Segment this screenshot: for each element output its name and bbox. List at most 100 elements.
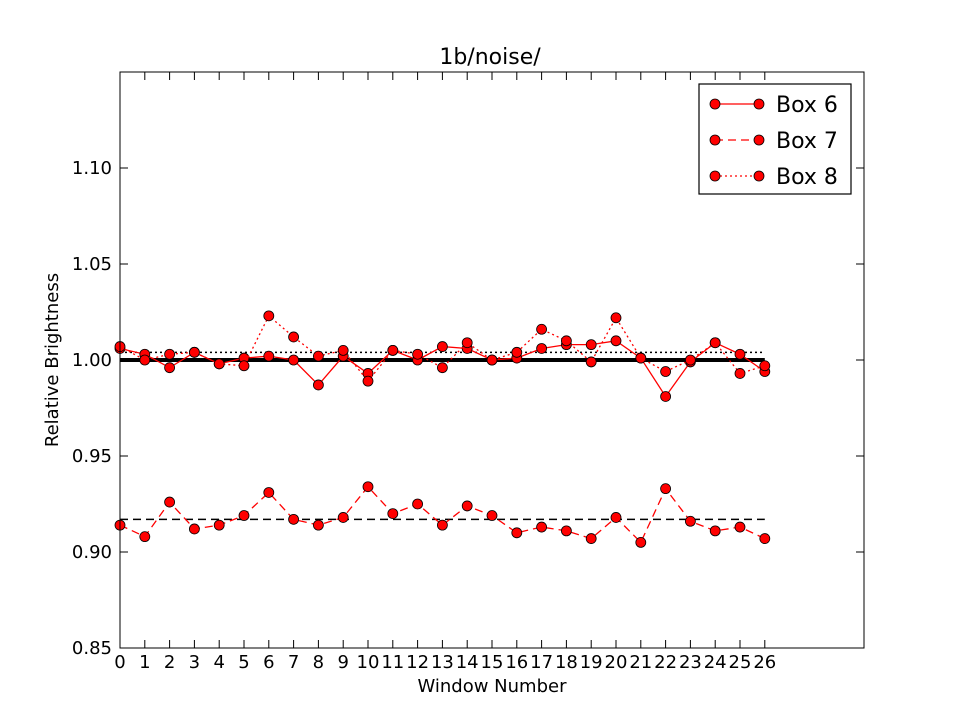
x-tick-label: 0 <box>114 652 125 673</box>
x-tick-label: 22 <box>654 652 677 673</box>
data-point-s2-12 <box>412 498 424 510</box>
data-point-s1-19 <box>585 339 597 351</box>
data-point-s2-11 <box>387 508 399 519</box>
legend-label-3: Box 8 <box>776 165 838 190</box>
data-point-s2-7 <box>288 513 300 525</box>
data-point-s3-18 <box>561 335 572 347</box>
x-axis: 0 1 2 3 4 5 6 7 8 9 10 11 12 13 14 15 16 17 18 19 20 21 22 23 24… <box>114 72 776 673</box>
y-tick-label: 1.05 <box>72 254 112 275</box>
data-point-s2-18 <box>561 525 572 537</box>
data-point-s2-9 <box>337 512 349 523</box>
data-point-s2-2 <box>164 496 176 508</box>
x-tick-label: 3 <box>189 652 200 673</box>
data-point-s3-10 <box>362 375 374 387</box>
x-tick-label: 23 <box>679 652 702 673</box>
data-point-s3-20 <box>610 312 622 324</box>
data-point-s3-24 <box>709 337 721 349</box>
legend-marker <box>709 134 721 146</box>
x-tick-label: 12 <box>406 652 429 673</box>
data-point-s1-13 <box>436 341 448 352</box>
data-point-s3-21 <box>635 352 647 364</box>
data-point-s3-2 <box>164 348 176 360</box>
x-axis-label: Window Number <box>417 676 567 697</box>
data-point-s2-20 <box>610 512 622 523</box>
data-point-s3-17 <box>536 323 547 335</box>
x-tick-label: 4 <box>213 652 224 673</box>
chart-title: 1b/noise/ <box>439 45 541 70</box>
data-point-s3-5 <box>238 360 250 372</box>
x-tick-label: 1 <box>139 652 150 673</box>
legend-label-1: Box 6 <box>776 93 838 118</box>
x-tick-label: 9 <box>337 652 348 673</box>
data-point-s3-19 <box>585 356 597 368</box>
data-point-s2-26 <box>759 533 771 544</box>
data-point-s2-13 <box>436 519 448 531</box>
data-point-s2-16 <box>511 527 523 539</box>
data-point-s3-7 <box>288 331 300 343</box>
legend-marker <box>753 170 765 182</box>
data-point-s3-1 <box>139 354 151 366</box>
data-point-s2-25 <box>734 521 746 533</box>
x-tick-label: 16 <box>505 652 528 673</box>
y-tick-label: 1.00 <box>72 350 112 371</box>
data-point-s2-14 <box>461 500 473 512</box>
data-point-s3-6 <box>263 310 275 322</box>
data-point-s1-20 <box>610 335 622 347</box>
data-point-s3-14 <box>461 337 473 349</box>
x-tick-label: 24 <box>704 652 727 673</box>
data-point-s1-2 <box>164 362 176 374</box>
data-point-s2-15 <box>486 510 498 521</box>
data-point-s2-17 <box>536 521 547 533</box>
x-tick-label: 10 <box>357 652 380 673</box>
data-point-s1-8 <box>312 379 324 391</box>
x-tick-label: 17 <box>530 652 553 673</box>
data-point-s3-25 <box>734 368 746 379</box>
data-point-s3-8 <box>312 350 324 362</box>
legend-marker <box>753 98 765 110</box>
y-axis-label: Relative Brightness <box>42 273 63 447</box>
x-tick-label: 13 <box>431 652 454 673</box>
data-point-s3-3 <box>188 346 200 358</box>
series-line-3 <box>119 314 765 383</box>
data-point-s2-1 <box>139 531 151 543</box>
x-tick-label: 26 <box>753 652 776 673</box>
data-point-s2-5 <box>238 510 250 521</box>
data-point-s3-26 <box>759 360 771 372</box>
x-tick-label: 19 <box>580 652 603 673</box>
legend-box <box>698 83 852 195</box>
data-point-s3-23 <box>685 354 696 366</box>
series-line-2 <box>119 485 766 544</box>
data-point-s2-24 <box>709 525 721 537</box>
data-point-s3-9 <box>337 344 349 356</box>
data-point-s3-4 <box>213 358 225 370</box>
x-tick-label: 6 <box>263 652 274 673</box>
y-tick-label: 0.95 <box>72 446 112 467</box>
x-tick-label: 14 <box>456 652 479 673</box>
x-tick-label: 15 <box>481 652 504 673</box>
data-point-s3-11 <box>387 344 399 356</box>
legend-marker <box>709 170 721 182</box>
x-tick-label: 18 <box>555 652 578 673</box>
data-point-s2-8 <box>312 519 324 531</box>
y-axis: 0.85 0.90 0.95 1.00 1.05 1.10 <box>72 158 864 659</box>
data-point-s3-22 <box>660 366 671 377</box>
x-tick-label: 20 <box>605 652 628 673</box>
plot-area <box>114 310 771 548</box>
x-tick-label: 21 <box>629 652 652 673</box>
data-point-s1-25 <box>734 348 746 360</box>
data-point-s2-22 <box>660 483 671 495</box>
data-point-s3-16 <box>511 346 523 358</box>
data-point-s2-3 <box>188 523 200 535</box>
x-tick-label: 8 <box>313 652 324 673</box>
data-point-s2-10 <box>362 481 374 493</box>
data-point-s2-21 <box>635 537 647 548</box>
data-point-s2-23 <box>685 515 696 527</box>
data-point-s2-19 <box>585 533 597 544</box>
legend-marker <box>709 98 721 110</box>
x-tick-label: 7 <box>288 652 299 673</box>
data-point-s3-12 <box>412 348 424 360</box>
x-tick-label: 5 <box>238 652 249 673</box>
data-point-s3-13 <box>436 362 448 374</box>
legend-label-2: Box 7 <box>776 129 838 154</box>
